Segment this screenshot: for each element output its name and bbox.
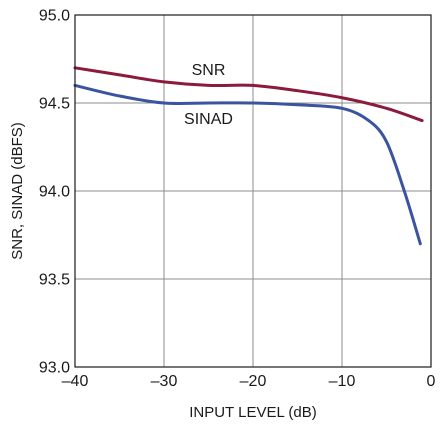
y-tick-labels: 93.0 93.5 94.0 94.5 95.0 (39, 8, 70, 377)
series-line-snr (73, 66, 424, 123)
series-label-sinad: SINAD (184, 111, 233, 128)
y-tick-label: 94.0 (39, 184, 70, 201)
x-tick-label: –30 (151, 373, 178, 390)
series-labels: SNR SINAD (184, 62, 233, 128)
y-axis-title: SNR, SINAD (dBFS) (9, 122, 26, 260)
x-tick-label: 0 (427, 373, 436, 390)
plot-area-frame (74, 14, 432, 368)
x-axis-title: INPUT LEVEL (dB) (189, 404, 317, 421)
series-line-sinad (73, 83, 422, 246)
y-tick-label: 94.5 (39, 96, 70, 113)
x-tick-label: –20 (240, 373, 267, 390)
series-label-snr: SNR (192, 62, 226, 79)
y-tick-label: 93.5 (39, 272, 70, 289)
x-tick-label: –40 (62, 373, 89, 390)
series-lines (73, 66, 424, 246)
x-tick-labels: –40 –30 –20 –10 0 (62, 373, 436, 390)
grid-lines (74, 14, 432, 368)
y-tick-label: 95.0 (39, 8, 70, 25)
x-tick-label: –10 (329, 373, 356, 390)
y-tick-label: 93.0 (39, 360, 70, 377)
